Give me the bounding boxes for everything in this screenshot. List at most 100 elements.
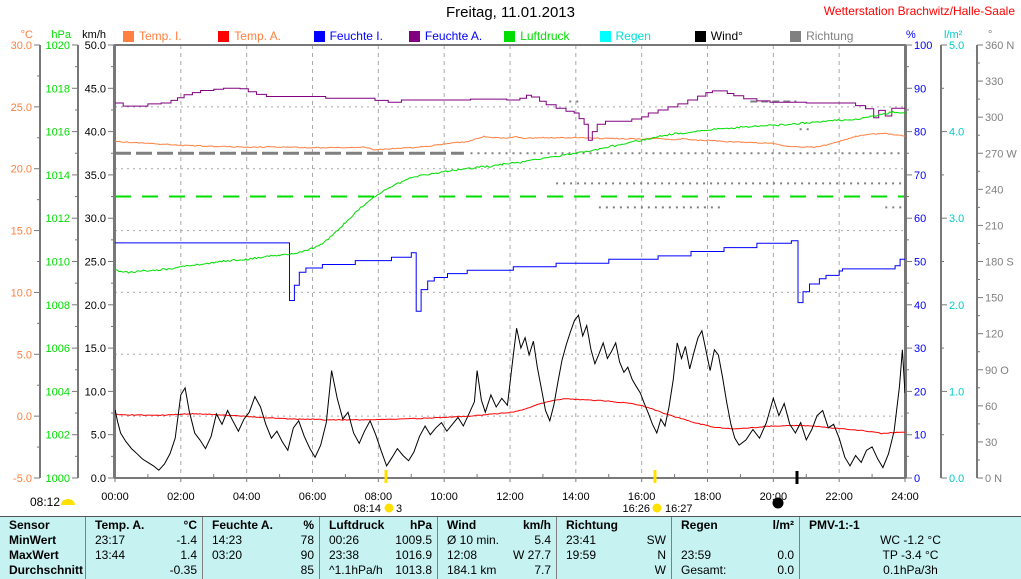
sunrise-icon xyxy=(61,499,75,505)
svg-text:70: 70 xyxy=(914,170,926,182)
sunset-icon xyxy=(652,503,662,513)
stats-col-pmv-1-1: PMV-1:-1 WC -1.2 °C TP -3.4 °C 0.1hPa/3h xyxy=(800,517,1021,579)
svg-text:0 N: 0 N xyxy=(985,473,1002,485)
svg-text:0: 0 xyxy=(914,473,920,485)
svg-text:08:00: 08:00 xyxy=(365,491,393,503)
table-row: 19:59 N xyxy=(566,548,666,562)
svg-text:km/h: km/h xyxy=(82,29,106,41)
svg-text:hPa: hPa xyxy=(51,29,71,41)
legend-label: Luftdruck xyxy=(520,29,570,43)
stats-col-row-labels: Sensor MinWert MaxWert Durchschnitt xyxy=(0,517,86,579)
table-row: 85 xyxy=(300,563,314,577)
svg-text:80: 80 xyxy=(914,127,926,139)
table-row: 0.1hPa/3h xyxy=(883,563,938,577)
svg-text:50: 50 xyxy=(914,257,926,269)
table-row: Durchschnitt xyxy=(9,563,84,577)
svg-text:40.0: 40.0 xyxy=(85,127,106,139)
svg-text:50.0: 50.0 xyxy=(85,40,106,52)
table-row: 00:26 1009.5 xyxy=(329,533,432,547)
station-name: Wetterstation Brachwitz/Halle-Saale xyxy=(823,4,1015,18)
table-row: 23:38 1016.9 xyxy=(329,548,432,562)
svg-text:1004: 1004 xyxy=(46,386,70,398)
svg-text:2.0: 2.0 xyxy=(949,300,964,312)
legend-item-temp-i-: Temp. I. xyxy=(123,29,182,43)
svg-text:30.0: 30.0 xyxy=(11,40,32,52)
svg-text:15.0: 15.0 xyxy=(11,226,32,238)
svg-text:12:00: 12:00 xyxy=(496,491,524,503)
stats-col-feuchte-a-: Feuchte A.% 14:23 78 03:20 90 85 xyxy=(203,517,320,579)
table-row: 14:23 78 xyxy=(212,533,314,547)
table-row xyxy=(672,533,799,548)
new-moon-icon xyxy=(772,497,784,509)
svg-text:1.0: 1.0 xyxy=(949,386,964,398)
svg-text:1010: 1010 xyxy=(46,257,70,269)
svg-text:30: 30 xyxy=(914,343,926,355)
svg-text:20.0: 20.0 xyxy=(85,300,106,312)
svg-text:1006: 1006 xyxy=(46,343,70,355)
svg-text:1012: 1012 xyxy=(46,213,70,225)
legend-swatch xyxy=(504,30,516,42)
legend-swatch xyxy=(313,30,325,42)
svg-text:3: 3 xyxy=(396,503,402,515)
legend-item-richtung: Richtung xyxy=(790,29,853,43)
svg-text:18:00: 18:00 xyxy=(694,491,722,503)
svg-text:330: 330 xyxy=(985,76,1003,88)
svg-text:°: ° xyxy=(988,29,992,41)
sunset-time-label: 16:26 xyxy=(622,503,650,515)
series-wind- xyxy=(114,314,906,471)
stats-col-luftdruck: Luftdruck hPa 00:26 1009.5 23:38 1016.9 ^1.1hP… xyxy=(320,517,438,579)
svg-text:40: 40 xyxy=(914,300,926,312)
svg-text:35.0: 35.0 xyxy=(85,170,106,182)
svg-text:00:00: 00:00 xyxy=(101,491,129,503)
legend-swatch xyxy=(123,30,134,42)
svg-text:10:00: 10:00 xyxy=(430,491,458,503)
svg-text:04:00: 04:00 xyxy=(233,491,261,503)
legend-swatch xyxy=(694,30,706,42)
sunrise-time-label: 08:12 xyxy=(30,495,60,509)
sun-mark1-label: 08:14 xyxy=(353,503,381,515)
svg-text:1018: 1018 xyxy=(46,83,70,95)
svg-text:360 N: 360 N xyxy=(985,40,1014,52)
svg-text:240: 240 xyxy=(985,184,1003,196)
legend-item-feuchte-i-: Feuchte I. xyxy=(313,29,383,43)
svg-text:300: 300 xyxy=(985,112,1003,124)
table-row: Gesamt: 0.0 xyxy=(681,563,794,577)
legend-label: Feuchte I. xyxy=(329,29,383,43)
svg-text:1000: 1000 xyxy=(46,473,70,485)
svg-text:5.0: 5.0 xyxy=(91,430,106,442)
stats-col-temp-a-: Temp. A. °C 23:17 -1.4 13:44 1.4 -0.35 xyxy=(86,517,203,579)
svg-text:l/m²: l/m² xyxy=(944,29,963,41)
stats-col-wind: Wind km/h Ø 10 min. 5.4 12:08 W 27.7 184.1 km 7… xyxy=(438,517,557,579)
svg-text:-5.0: -5.0 xyxy=(13,473,32,485)
table-row: WC -1.2 °C xyxy=(880,533,941,547)
stats-table: Sensor MinWert MaxWert Durchschnitt Temp. A.… xyxy=(0,516,1021,579)
table-row: Temp. A. °C xyxy=(95,518,197,532)
svg-text:1014: 1014 xyxy=(46,170,70,182)
svg-text:14:00: 14:00 xyxy=(562,491,590,503)
svg-text:120: 120 xyxy=(985,329,1003,341)
table-row: Sensor xyxy=(9,518,50,532)
svg-text:30.0: 30.0 xyxy=(85,213,106,225)
svg-text:100: 100 xyxy=(914,40,932,52)
table-row: 23:17 -1.4 xyxy=(95,533,197,547)
svg-text:210: 210 xyxy=(985,220,1003,232)
table-row: MaxWert xyxy=(9,548,59,562)
stats-col-richtung: Richtung 23:41 SW 19:59 N W xyxy=(557,517,672,579)
table-row: Regen l/m² xyxy=(681,518,794,532)
sun-icon xyxy=(384,503,394,513)
svg-text:270 W: 270 W xyxy=(985,148,1017,160)
table-row: MinWert xyxy=(9,533,57,547)
table-row: 23:41 SW xyxy=(566,533,666,547)
legend-item-wind-: Wind° xyxy=(694,29,743,43)
svg-text:15.0: 15.0 xyxy=(85,343,106,355)
svg-text:02:00: 02:00 xyxy=(167,491,195,503)
svg-text:10: 10 xyxy=(914,430,926,442)
legend-label: Wind° xyxy=(710,29,743,43)
legend-item-luftdruck: Luftdruck xyxy=(504,29,570,43)
svg-text:30: 30 xyxy=(985,437,997,449)
svg-text:3.0: 3.0 xyxy=(949,213,964,225)
legend-swatch xyxy=(218,30,230,42)
series-temp-i- xyxy=(114,132,906,151)
legend-label: Feuchte A. xyxy=(424,29,483,43)
